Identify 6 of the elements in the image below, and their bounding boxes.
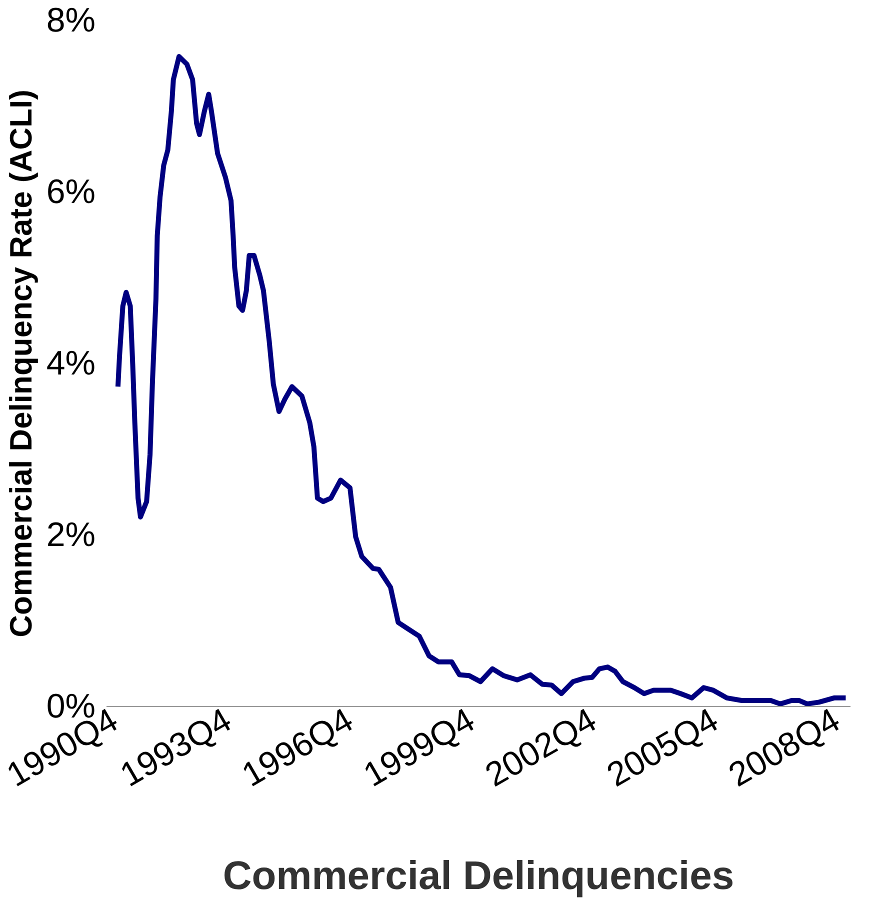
y-tick-label: 6% <box>46 173 96 211</box>
y-tick-label: 8% <box>46 2 96 40</box>
y-tick-label: 2% <box>46 516 96 554</box>
y-tick-label: 4% <box>46 344 96 382</box>
x-axis-title: Commercial Delinquencies <box>222 854 734 898</box>
y-axis-title: Commercial Delinquency Rate (ACLI) <box>3 90 38 638</box>
